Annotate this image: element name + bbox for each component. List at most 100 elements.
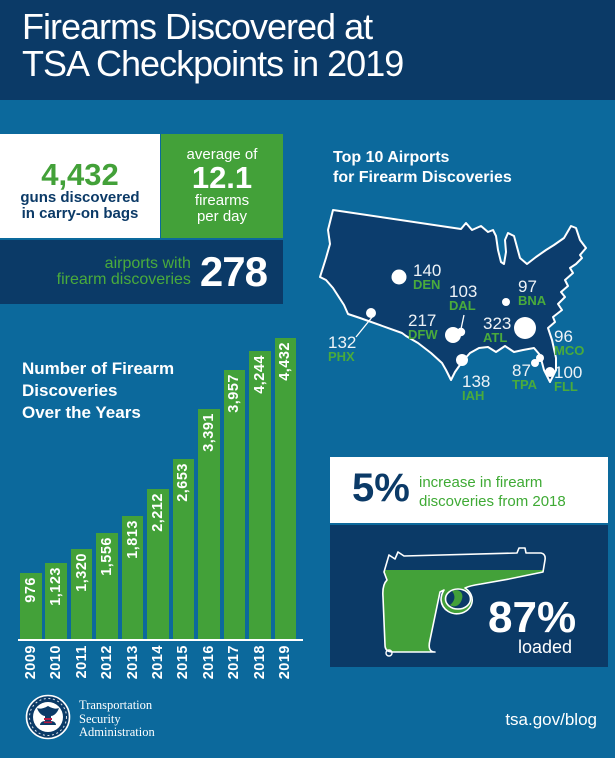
chart-baseline xyxy=(18,639,303,641)
year-label-2012: 2012 xyxy=(99,645,116,680)
bar-2014: 2,212 xyxy=(147,489,169,639)
airport-dot-mco xyxy=(536,354,544,362)
airport-count-mco: 96 xyxy=(554,327,573,346)
airport-count-den: 140 xyxy=(413,261,442,280)
increase-label: increase in firearm discoveries from 201… xyxy=(419,473,566,511)
year-label-2011: 2011 xyxy=(73,645,90,679)
bar-2016: 3,391 xyxy=(198,409,220,639)
airport-label-den: 140 DEN xyxy=(413,261,442,291)
loaded-label: loaded xyxy=(518,637,573,657)
us-map-outline xyxy=(319,209,587,383)
airport-dot-dal xyxy=(456,327,466,337)
guns-label-line2: in carry-on bags xyxy=(21,205,139,222)
bar-value-2016: 3,391 xyxy=(200,413,217,452)
airport-count-dfw: 217 xyxy=(408,311,437,330)
bar-value-2012: 1,556 xyxy=(99,537,116,576)
airport-code-phx: PHX xyxy=(328,349,355,364)
us-map: 140 DEN 132 PHX 217 DFW 103 DAL 138 IAH 323 ATL 97 BN… xyxy=(318,200,598,405)
year-label-2009: 2009 xyxy=(22,645,39,680)
airport-count-bna: 97 xyxy=(518,277,537,296)
loaded-card: 87% loaded xyxy=(330,525,608,667)
airport-label-bna: 97 BNA xyxy=(518,277,546,307)
year-label-2010: 2010 xyxy=(48,645,65,680)
agency-line3: Administration xyxy=(79,725,155,739)
bar-value-2015: 2,653 xyxy=(175,463,192,502)
bar-value-2009: 976 xyxy=(22,577,39,603)
chart-title-line2: Discoveries xyxy=(22,381,118,400)
bar-2009: 976 xyxy=(20,573,42,639)
us-silhouette xyxy=(319,209,587,383)
airport-label-iah: 138 IAH xyxy=(462,372,491,403)
header-band: Firearms Discovered at TSA Checkpoints i… xyxy=(0,0,615,100)
tsa-blog-url[interactable]: tsa.gov/blog xyxy=(505,710,597,729)
airport-code-iah: IAH xyxy=(462,388,485,403)
airports-count: 278 xyxy=(199,248,268,295)
increase-label-line2: discoveries from 2018 xyxy=(419,493,566,510)
airport-dot-fll xyxy=(545,367,555,377)
average-prefix: average of xyxy=(186,146,258,163)
airport-count-tpa: 87 xyxy=(512,361,531,380)
airport-dot-atl xyxy=(514,317,536,339)
airports-label: airports with firearm discoveries xyxy=(57,256,191,288)
guns-discovered-card: 4,432 guns discovered in carry-on bags xyxy=(0,134,160,238)
bar-value-2019: 4,432 xyxy=(277,342,294,381)
agency-name: Transportation Security Administration xyxy=(79,698,155,740)
airport-label-atl: 323 ATL xyxy=(483,315,511,345)
bar-value-2011: 1,320 xyxy=(73,553,90,592)
airport-label-phx: 132 PHX xyxy=(328,334,356,364)
airport-label-tpa: 87 TPA xyxy=(512,361,538,392)
increase-label-line1: increase in firearm xyxy=(419,474,543,491)
average-value: 12.1 xyxy=(191,160,253,195)
chart-title-line1: Number of Firearm xyxy=(22,359,175,378)
agency-line2: Security xyxy=(79,711,121,726)
bar-2019: 4,432 xyxy=(274,338,296,639)
airports-count-card: airports with firearm discoveries 278 xyxy=(0,240,283,304)
airport-dot-tpa xyxy=(531,359,539,367)
airport-code-tpa: TPA xyxy=(512,377,538,392)
page-title: Firearms Discovered at TSA Checkpoints i… xyxy=(22,6,404,82)
pointer-line-phx xyxy=(355,315,374,338)
bar-2015: 2,653 xyxy=(172,459,195,639)
airport-code-atl: ATL xyxy=(483,330,508,345)
airport-label-dal: 103 DAL xyxy=(449,283,477,313)
guns-label-line1: guns discovered xyxy=(20,189,140,206)
pistol-illustration xyxy=(382,547,546,657)
average-suffix-line2: per day xyxy=(196,208,248,225)
tsa-seal-logo xyxy=(25,694,71,740)
year-label-2015: 2015 xyxy=(175,645,192,680)
page-title-line1: Firearms Discovered at xyxy=(22,6,373,47)
year-label-2018: 2018 xyxy=(251,645,268,680)
year-label-2019: 2019 xyxy=(277,645,294,680)
airports-label-line1: airports with xyxy=(104,255,191,272)
agency-line1: Transportation xyxy=(79,698,153,712)
bar-2010: 1,123 xyxy=(45,563,67,639)
increase-value: 5% xyxy=(352,466,410,510)
year-label-2016: 2016 xyxy=(200,645,217,680)
year-label-2014: 2014 xyxy=(150,645,166,680)
airport-code-dfw: DFW xyxy=(408,327,438,342)
year-label-2013: 2013 xyxy=(124,645,141,680)
loaded-percent: 87% xyxy=(488,593,577,642)
airport-count-iah: 138 xyxy=(462,372,491,391)
airport-dot-bna xyxy=(502,298,510,306)
guns-count: 4,432 xyxy=(41,157,119,192)
bar-value-2017: 3,957 xyxy=(226,374,243,413)
bar-2011: 1,320 xyxy=(70,549,93,639)
map-title: Top 10 Airports for Firearm Discoveries xyxy=(333,148,512,188)
airport-code-dal: DAL xyxy=(449,298,476,313)
bar-value-2010: 1,123 xyxy=(48,567,65,606)
airport-dot-phx xyxy=(366,308,376,318)
firearms-bar-chart: 976 2009 1,123 2010 1,320 2011 1,556 2012 1,813 2… xyxy=(18,338,306,688)
airport-label-mco: 96 MCO xyxy=(554,327,585,358)
airport-dot-iah xyxy=(456,354,468,366)
airport-code-mco: MCO xyxy=(554,343,585,358)
bar-2013: 1,813 xyxy=(121,516,144,639)
airport-count-fll: 100 xyxy=(554,363,583,382)
airport-label-dfw: 217 DFW xyxy=(408,311,438,342)
chart-title-line3: Over the Years xyxy=(22,403,141,422)
bar-2012: 1,556 xyxy=(96,533,118,639)
bar-2017: 3,957 xyxy=(223,370,246,639)
airport-dot-den xyxy=(391,269,407,285)
map-title-line2: for Firearm Discoveries xyxy=(333,169,512,186)
